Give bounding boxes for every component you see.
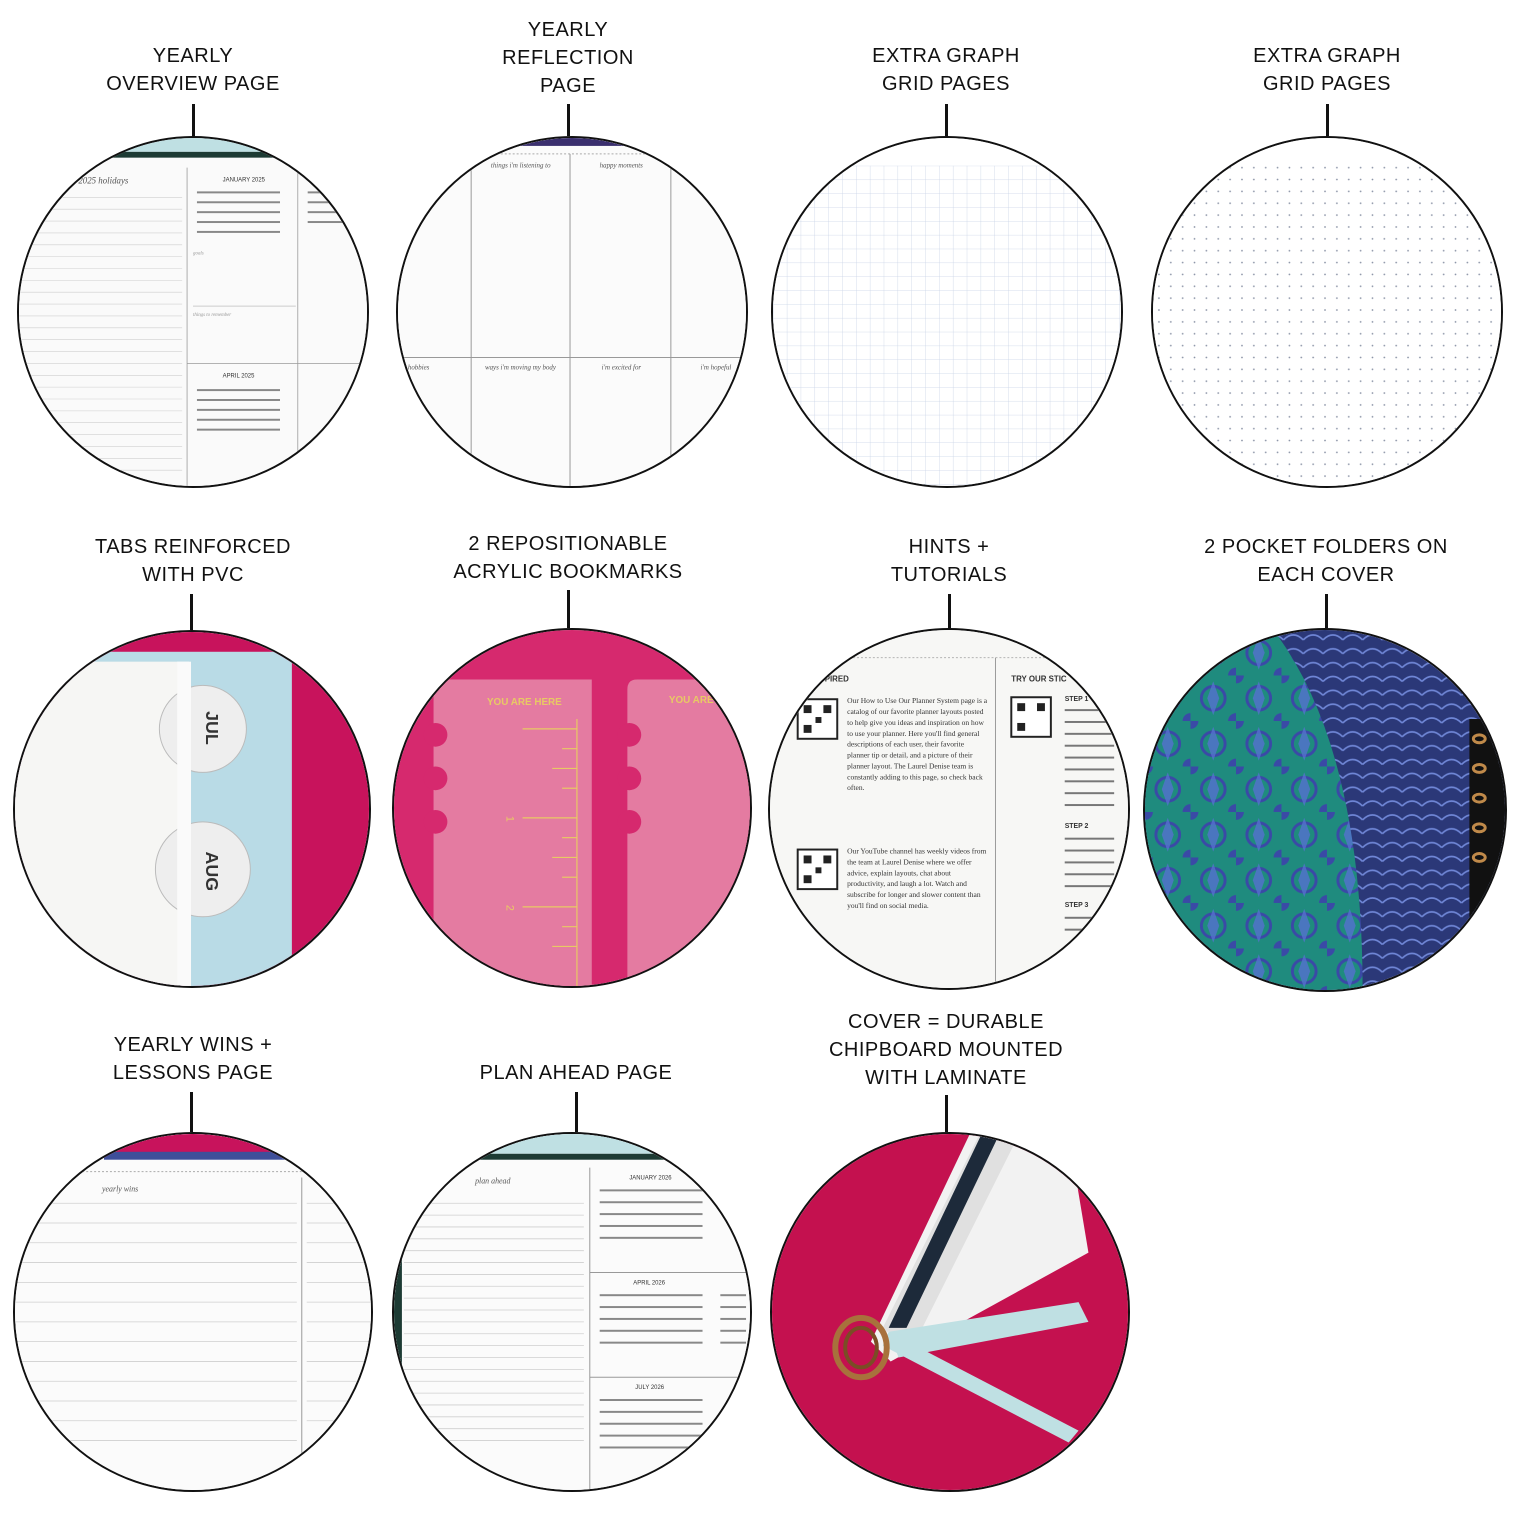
box-hobbies: hobbies (408, 364, 430, 371)
wins-heading: yearly wins (101, 1184, 138, 1193)
pointer-line (945, 1095, 948, 1132)
goals-label: goals (193, 252, 204, 257)
feature-label: YEARLY OVERVIEW PAGE (106, 45, 280, 95)
hint-paragraph-1: Our How to Use Our Planner System page i… (847, 696, 988, 793)
month-jan-2025: JANUARY 2025 (223, 178, 266, 184)
mark-1: 1 (504, 816, 516, 822)
month-jan-2026: JANUARY 2026 (629, 1175, 672, 1181)
pointer-line (1326, 104, 1329, 136)
month-apr-2025: APRIL 2025 (223, 373, 255, 379)
pointer-line (192, 104, 195, 136)
cover-image (770, 1132, 1130, 1492)
yearly-reflection-image: things i'm listening to happy moments ho… (396, 136, 748, 488)
month-jul-2026: JULY 2026 (635, 1385, 664, 1391)
feature-label: COVER = DURABLE CHIPBOARD MOUNTED WITH L… (828, 1011, 1064, 1089)
pointer-line (1325, 594, 1328, 628)
pointer-line (190, 1092, 193, 1132)
month-apr-2026: APRIL 2026 (633, 1280, 665, 1286)
holidays-heading: 2025 holidays (78, 175, 129, 185)
feature-label: PLAN AHEAD PAGE (479, 1062, 673, 1084)
pointer-line (575, 1092, 578, 1132)
feature-label: HINTS + TUTORIALS (890, 536, 1008, 586)
tab-aug: AUG (202, 852, 222, 892)
plan-ahead-image: plan ahead JANUARY 2026 APRIL 2026 JULY … (392, 1132, 752, 1492)
hint-heading-1: SPIRED (819, 674, 849, 683)
feature-label: YEARLY REFLECTION PAGE (502, 19, 634, 97)
pointer-line (945, 104, 948, 136)
hint-heading-2: TRY OUR STIC (1011, 674, 1067, 683)
box-excited: i'm excited for (602, 364, 642, 371)
hint-paragraph-2: Our YouTube channel has weekly videos fr… (847, 846, 987, 910)
box-hopeful: i'm hopeful (701, 364, 732, 371)
tabs-image: JUL AUG (13, 630, 371, 988)
remember-label: things to remember (193, 313, 231, 318)
feature-label: 2 POCKET FOLDERS ON EACH COVER (1204, 536, 1448, 586)
grid-page-image (771, 136, 1123, 488)
pointer-line (567, 590, 570, 628)
step-1: STEP 1 (1065, 696, 1089, 703)
step-2: STEP 2 (1065, 823, 1089, 830)
box-happy: happy moments (600, 163, 643, 170)
pointer-line (567, 104, 570, 136)
step-3: STEP 3 (1065, 902, 1089, 909)
pointer-line (948, 594, 951, 628)
bookmarks-image: YOU ARE HERE YOU ARE 1 2 (392, 628, 752, 988)
feature-label: YEARLY WINS + LESSONS PAGE (112, 1034, 274, 1084)
feature-label: TABS REINFORCED WITH PVC (94, 536, 292, 586)
hints-image: SPIRED TRY OUR STIC Our How to Use Our P… (768, 628, 1130, 990)
pocket-folders-image (1143, 628, 1507, 992)
dot-grid-image (1151, 136, 1503, 488)
yearly-overview-image: 2025 holidays JANUARY 2025 APRIL 2025 go… (17, 136, 369, 488)
yearly-wins-image: yearly wins (13, 1132, 373, 1492)
plan-heading: plan ahead (474, 1176, 510, 1185)
bookmark-text-2: YOU ARE (669, 695, 714, 706)
mark-2: 2 (504, 905, 516, 911)
box-moving: ways i'm moving my body (485, 364, 557, 371)
tab-jul: JUL (202, 711, 222, 745)
box-listening: things i'm listening to (491, 163, 551, 170)
feature-label: EXTRA GRAPH GRID PAGES (1253, 45, 1401, 95)
pointer-line (190, 594, 193, 630)
feature-label: 2 REPOSITIONABLE ACRYLIC BOOKMARKS (453, 533, 683, 583)
feature-label: EXTRA GRAPH GRID PAGES (872, 45, 1020, 95)
bookmark-text: YOU ARE HERE (487, 697, 562, 708)
